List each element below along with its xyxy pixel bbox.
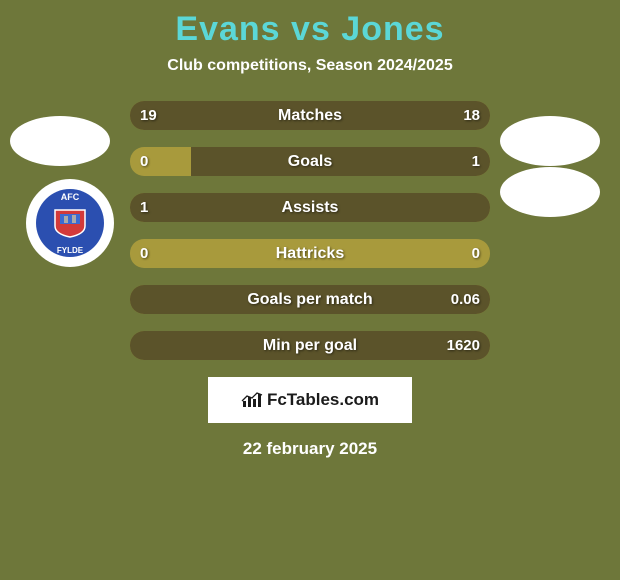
club-badge: AFC FYLDE — [26, 179, 114, 267]
stat-bar: Hattricks0 0 — [130, 239, 490, 268]
stat-value-left: 0 — [140, 239, 148, 268]
date-text: 22 february 2025 — [0, 439, 620, 459]
stat-bar: Min per goal1620 — [130, 331, 490, 360]
club-badge-inner: AFC FYLDE — [36, 189, 104, 257]
stat-label: Assists — [130, 193, 490, 222]
stat-bar: Goals per match0.06 — [130, 285, 490, 314]
stat-label: Hattricks — [130, 239, 490, 268]
stat-value-left: 1 — [140, 193, 148, 222]
player-right-avatar-1 — [500, 116, 600, 166]
player-left-avatar — [10, 116, 110, 166]
stat-value-left: 0 — [140, 147, 148, 176]
source-logo: FcTables.com — [208, 377, 412, 423]
source-logo-text: FcTables.com — [267, 390, 379, 410]
stat-bar: Assists1 — [130, 193, 490, 222]
stat-label: Matches — [130, 101, 490, 130]
page-subtitle: Club competitions, Season 2024/2025 — [0, 57, 620, 75]
badge-shield-icon — [50, 208, 90, 238]
stat-value-right: 18 — [463, 101, 480, 130]
stat-bar: Goals0 1 — [130, 147, 490, 176]
chart-icon — [241, 391, 263, 409]
page-title: Evans vs Jones — [0, 0, 620, 49]
stat-value-left: 19 — [140, 101, 157, 130]
stat-label: Goals — [130, 147, 490, 176]
stat-label: Goals per match — [130, 285, 490, 314]
comparison-infographic: Evans vs Jones Club competitions, Season… — [0, 0, 620, 580]
player-right-avatar-2 — [500, 167, 600, 217]
badge-text-bottom: FYLDE — [36, 246, 104, 255]
stat-value-right: 0.06 — [451, 285, 480, 314]
stat-label: Min per goal — [130, 331, 490, 360]
stat-value-right: 1 — [472, 147, 480, 176]
stat-value-right: 1620 — [447, 331, 480, 360]
badge-text-top: AFC — [36, 192, 104, 202]
content-area: AFC FYLDE Matches1918Goals01Assists1Hatt… — [0, 101, 620, 459]
stat-value-right: 0 — [472, 239, 480, 268]
stat-bar: Matches19 18 — [130, 101, 490, 130]
